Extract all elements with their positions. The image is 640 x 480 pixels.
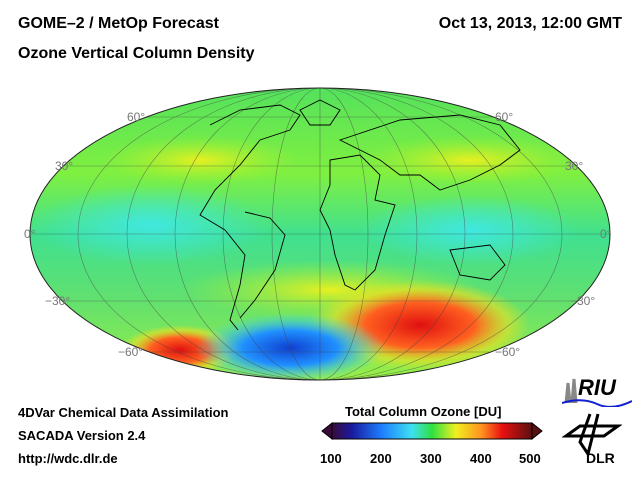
colorbar-tick-100: 100 [320, 451, 342, 466]
lat-label-right-30: 30° [565, 159, 584, 173]
colorbar [321, 421, 543, 441]
footer-url[interactable]: http://wdc.dlr.de [18, 451, 118, 466]
forecast-datetime: Oct 13, 2013, 12:00 GMT [438, 15, 622, 32]
colorbar-tick-400: 400 [470, 451, 492, 466]
colorbar-low-arrow [321, 421, 333, 441]
lat-label-left-0: 0° [24, 227, 36, 241]
lat-label-right-0: 0° [600, 227, 612, 241]
lat-label-left-neg60: −60° [118, 345, 144, 359]
ozone-field [30, 88, 610, 380]
coastlines [199, 99, 521, 331]
cathedral-icon [564, 378, 578, 404]
riu-logo: RIU [562, 375, 632, 407]
colorbar-tick-200: 200 [370, 451, 392, 466]
riu-wave [562, 399, 632, 407]
colorbar-high-arrow [531, 421, 543, 441]
footer-line-2: SACADA Version 2.4 [18, 428, 146, 443]
dlr-emblem-icon [561, 413, 623, 458]
colorbar-gradient [331, 422, 533, 440]
lat-label-right-60: 60° [495, 110, 514, 124]
ozone-map [29, 87, 611, 381]
dlr-logo: DLR [561, 412, 632, 472]
footer-line-1: 4DVar Chemical Data Assimilation [18, 405, 229, 420]
lat-label-right-neg60: −60° [495, 345, 521, 359]
colorbar-tick-300: 300 [420, 451, 442, 466]
product-title: GOME–2 / MetOp Forecast [18, 15, 219, 32]
lat-label-left-neg30: −30° [45, 294, 71, 308]
product-subtitle: Ozone Vertical Column Density [18, 45, 255, 62]
dlr-logo-text: DLR [586, 450, 615, 466]
lat-label-right-neg30: −30° [570, 294, 596, 308]
map-outline [29, 87, 611, 381]
lat-label-left-60: 60° [127, 110, 146, 124]
lat-label-left-30: 30° [55, 159, 74, 173]
colorbar-title: Total Column Ozone [DU] [345, 404, 502, 419]
colorbar-tick-500: 500 [519, 451, 541, 466]
riu-logo-text: RIU [578, 375, 616, 400]
